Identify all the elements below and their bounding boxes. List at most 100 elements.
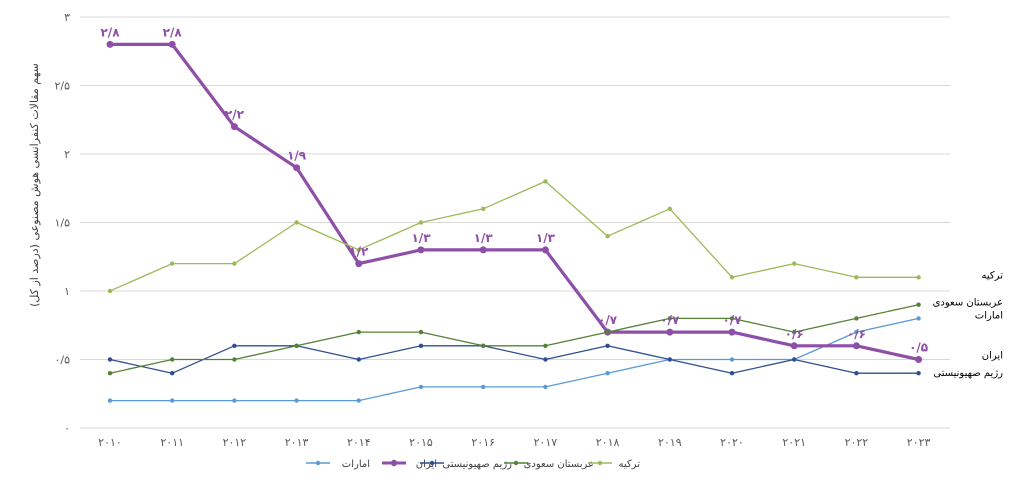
y-tick-label: ۰/۵	[54, 354, 70, 367]
x-tick-label: ۲۰۲۳	[907, 436, 931, 449]
x-tick-label: ۲۰۲۱	[782, 436, 806, 449]
legend-label: امارات	[342, 459, 370, 470]
series-end-label: رژیم صهیونیستی	[933, 368, 1003, 379]
data-point	[543, 357, 548, 362]
data-point	[481, 206, 486, 211]
x-tick-label: ۲۰۱۸	[596, 436, 620, 449]
data-point	[479, 246, 487, 254]
series-end-label: امارات	[975, 310, 1003, 321]
data-point	[293, 164, 301, 172]
data-point	[418, 329, 424, 335]
series-line	[110, 317, 919, 402]
data-point	[107, 357, 113, 362]
data-point	[605, 234, 610, 239]
data-point	[355, 260, 363, 268]
x-tick-label: ۲۰۱۹	[658, 436, 682, 449]
data-point	[356, 247, 361, 253]
data-label: ۱/۹	[287, 149, 307, 163]
series-line	[109, 304, 919, 374]
data-point	[106, 40, 114, 48]
data-point	[481, 384, 486, 390]
data-point	[230, 123, 238, 131]
legend-marker	[513, 460, 519, 466]
data-label: ۱/۲	[349, 245, 369, 259]
data-point	[543, 343, 548, 348]
data-point	[916, 302, 921, 307]
data-point	[170, 371, 175, 376]
legend-label: عربستان سعودی	[524, 459, 594, 470]
data-point	[107, 398, 113, 403]
y-tick-label: ۰	[64, 422, 70, 435]
data-label: ۲/۸	[163, 25, 183, 39]
data-point	[916, 371, 921, 376]
data-point	[852, 342, 860, 350]
data-point	[418, 220, 424, 225]
data-label: ۰/۶	[785, 327, 804, 341]
data-label: ۰/۶	[847, 327, 866, 341]
legend-label: ایران	[416, 459, 437, 470]
data-point	[729, 275, 735, 280]
data-point	[790, 342, 798, 350]
data-point	[854, 275, 859, 280]
y-tick-label: ۲/۵	[54, 80, 70, 93]
x-axis-ticks: ۲۰۱۰ ۲۰۱۱ ۲۰۱۲ ۲۰۱۳ ۲۰۱۴ ۲۰۱۵ ۲۰۱۶ ۲۰۱۷ ۲۰۱۸ ۲۰۱۹…	[98, 436, 930, 449]
data-point	[916, 316, 921, 321]
data-point	[356, 398, 361, 403]
x-tick-label: ۲۰۱۷	[534, 436, 558, 449]
data-point	[294, 398, 299, 403]
series-line	[110, 42, 919, 362]
data-point	[294, 343, 299, 348]
data-point	[729, 371, 735, 376]
data-point	[294, 220, 299, 225]
data-label: ۲/۸	[100, 25, 120, 39]
data-point	[792, 329, 797, 335]
data-point	[729, 357, 735, 362]
data-label: ۰/۷	[598, 313, 618, 327]
data-point	[543, 384, 548, 390]
data-point	[541, 246, 549, 254]
legend-marker	[390, 459, 398, 467]
data-point	[232, 261, 237, 266]
y-axis-ticks: ۰ ۰/۵ ۱ ۱/۵ ۲ ۲/۵ ۳	[54, 11, 70, 435]
data-label: ۰/۵	[909, 341, 928, 355]
x-tick-label: ۲۰۱۴	[347, 436, 371, 449]
data-label: ۱/۳	[474, 231, 494, 245]
series-end-label: ایران	[982, 351, 1003, 362]
data-point	[605, 371, 610, 376]
data-point	[854, 316, 859, 321]
y-tick-label: ۳	[64, 11, 70, 24]
data-point	[417, 246, 425, 254]
data-point	[356, 357, 361, 362]
data-label: ۲/۲	[225, 108, 245, 122]
legend-marker	[315, 460, 321, 466]
series-line	[109, 345, 919, 374]
data-label: ۱/۳	[411, 231, 431, 245]
x-tick-label: ۲۰۱۱	[160, 436, 184, 449]
data-point	[792, 261, 797, 266]
data-point	[854, 371, 859, 376]
data-point	[418, 384, 424, 390]
data-label: ۱/۳	[536, 231, 556, 245]
series-end-label: ترکیه	[982, 270, 1004, 281]
legend-marker	[597, 460, 603, 466]
data-point	[418, 343, 424, 348]
x-tick-label: ۲۰۱۶	[471, 436, 495, 449]
legend-marker	[429, 460, 435, 466]
data-point	[915, 356, 923, 363]
data-point	[916, 275, 921, 280]
data-point	[481, 343, 486, 348]
x-tick-label: ۲۰۱۳	[285, 436, 309, 449]
end-labels: امارات ایران رژیم صهیونیستی عربستان سعودی تر…	[933, 270, 1004, 379]
data-point	[729, 316, 735, 321]
data-point	[667, 206, 672, 211]
x-tick-label: ۲۰۲۰	[720, 436, 744, 449]
data-label: ۰/۷	[660, 313, 680, 327]
data-point	[232, 398, 237, 403]
data-point	[792, 357, 797, 362]
data-point	[170, 398, 175, 403]
series-layer	[106, 40, 923, 403]
series-line	[109, 180, 919, 292]
legend: امارات ایران رژیم صهیونیستی عربستان سعودی تر…	[306, 459, 640, 470]
x-tick-label: ۲۰۱۰	[98, 436, 122, 449]
